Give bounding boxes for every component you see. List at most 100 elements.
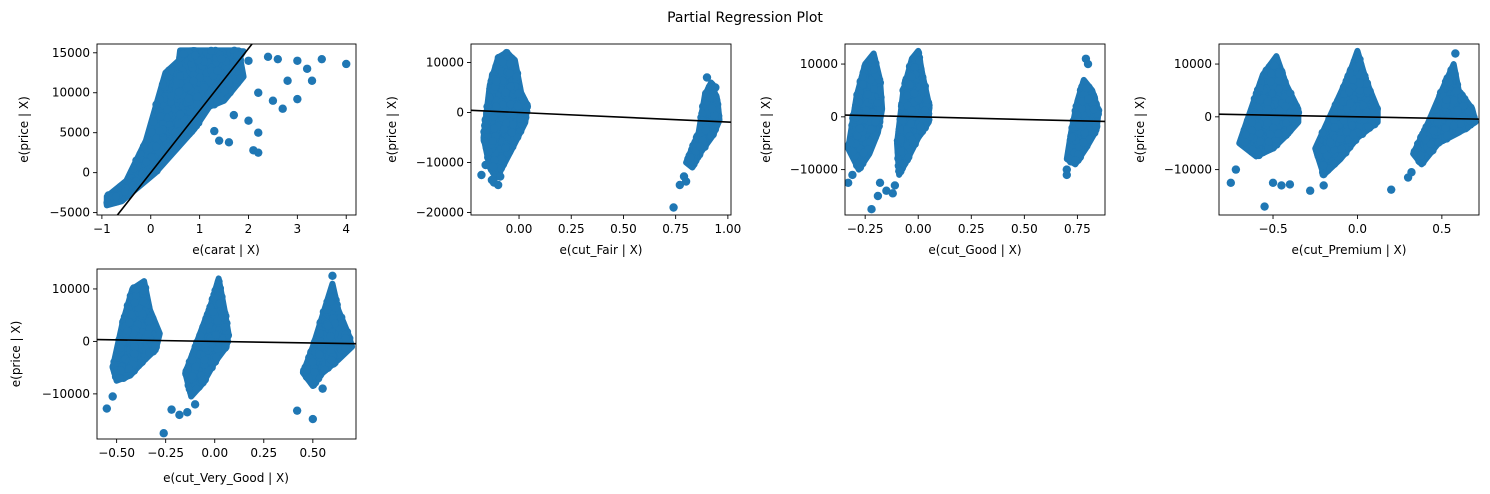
data-point	[341, 334, 350, 343]
data-point	[254, 148, 263, 157]
data-point	[193, 106, 202, 115]
data-point	[147, 153, 156, 162]
axes-frame	[96, 268, 357, 440]
y-axis-label: e(price | X)	[1133, 96, 1147, 163]
data-point	[331, 319, 340, 328]
data-point	[501, 88, 510, 97]
x-tick-label: 0.25	[958, 222, 985, 236]
data-point	[192, 99, 201, 108]
data-point	[132, 156, 141, 165]
data-point	[1355, 86, 1364, 95]
data-point	[914, 49, 923, 58]
data-point	[145, 349, 154, 358]
data-point	[1266, 77, 1275, 86]
data-point	[1293, 107, 1302, 116]
data-point	[203, 102, 212, 111]
data-point	[108, 392, 117, 401]
data-point	[304, 374, 313, 383]
data-point	[174, 119, 183, 128]
data-point	[915, 56, 924, 65]
data-point	[1275, 69, 1284, 78]
data-point	[278, 104, 287, 113]
data-point	[218, 96, 227, 105]
data-point	[702, 73, 712, 82]
data-point	[907, 106, 916, 115]
data-point	[1360, 72, 1369, 81]
data-point	[1318, 128, 1327, 137]
x-tick-label: 0.50	[1011, 222, 1038, 236]
y-tick-label: 0	[1204, 110, 1212, 124]
data-point	[496, 172, 505, 181]
data-point	[233, 51, 242, 60]
data-point	[190, 400, 200, 409]
data-point	[254, 128, 263, 137]
plot-content	[471, 48, 731, 212]
data-point	[315, 350, 324, 359]
data-point	[1231, 165, 1241, 174]
data-point	[1254, 151, 1263, 160]
data-point	[1312, 144, 1321, 153]
data-point	[480, 137, 489, 146]
data-point	[144, 316, 153, 325]
data-point	[1260, 202, 1269, 211]
data-point	[139, 297, 148, 306]
data-point	[174, 60, 183, 69]
data-point	[1363, 79, 1372, 88]
data-point	[492, 77, 501, 86]
data-point	[220, 323, 229, 332]
x-tick-label: −0.25	[847, 222, 884, 236]
data-point	[221, 342, 230, 351]
data-point	[1263, 118, 1272, 127]
y-tick-label: 10000	[800, 57, 838, 71]
data-point	[307, 76, 317, 85]
data-point	[1449, 121, 1458, 130]
data-point	[1255, 129, 1264, 138]
data-point	[1080, 128, 1089, 137]
data-point	[490, 155, 499, 164]
data-point	[323, 305, 332, 314]
data-point	[1256, 83, 1265, 92]
data-point	[496, 164, 505, 173]
data-point	[1426, 147, 1435, 156]
data-point	[866, 138, 875, 147]
x-tick-label: −1	[93, 222, 111, 236]
data-point	[867, 204, 876, 214]
data-point	[858, 80, 867, 89]
data-point	[1433, 118, 1442, 127]
data-point	[1277, 181, 1286, 190]
data-point	[244, 56, 253, 65]
data-point	[870, 131, 879, 140]
data-point	[513, 102, 522, 111]
data-point	[210, 294, 219, 303]
data-point	[1349, 75, 1358, 84]
data-point	[310, 367, 319, 376]
data-point	[711, 83, 720, 92]
x-tick-label: 0.75	[662, 222, 689, 236]
data-point	[115, 373, 124, 382]
data-point	[1387, 185, 1396, 194]
data-point	[172, 144, 181, 153]
data-point	[1267, 69, 1276, 78]
data-point	[129, 164, 138, 173]
data-point	[176, 133, 185, 142]
data-point	[485, 93, 494, 102]
data-point	[227, 68, 236, 77]
y-tick-label: 0	[830, 110, 838, 124]
data-point	[283, 76, 292, 85]
data-point	[1305, 186, 1315, 195]
data-point	[513, 133, 522, 142]
data-point	[183, 408, 192, 417]
data-point	[149, 117, 158, 126]
data-point	[1314, 152, 1323, 161]
data-point	[854, 98, 863, 107]
plot-content	[103, 44, 351, 215]
data-point	[1074, 150, 1083, 159]
data-point	[903, 91, 912, 100]
data-point	[111, 192, 120, 201]
data-point	[147, 128, 156, 137]
data-point	[1346, 69, 1355, 78]
y-tick-label: −10000	[1164, 163, 1212, 177]
